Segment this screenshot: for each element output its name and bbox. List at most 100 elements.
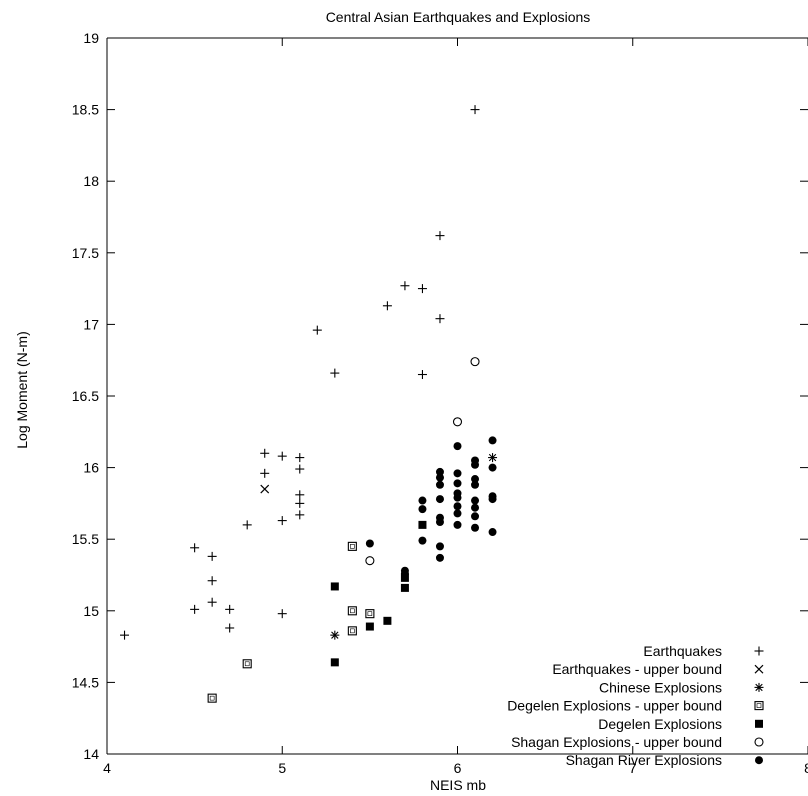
y-tick-label: 14 bbox=[83, 746, 99, 762]
data-point-plus bbox=[277, 609, 287, 619]
y-tick-label: 17.5 bbox=[72, 245, 99, 261]
data-point-plus bbox=[120, 630, 130, 640]
data-point-open-square bbox=[347, 541, 357, 551]
data-point-plus bbox=[260, 468, 270, 478]
data-point-filled-square bbox=[418, 520, 427, 529]
data-point-filled-circle bbox=[453, 469, 462, 478]
data-point-plus bbox=[260, 448, 270, 458]
data-point-filled-circle bbox=[400, 569, 409, 578]
data-point-filled-circle bbox=[453, 493, 462, 502]
data-point-filled-square bbox=[365, 622, 374, 631]
x-tick-label: 6 bbox=[454, 760, 462, 776]
x-tick-label: 7 bbox=[629, 760, 637, 776]
data-point-filled-circle bbox=[453, 479, 462, 488]
legend-label: Earthquakes bbox=[643, 643, 722, 659]
legend-marker-open-square bbox=[754, 701, 764, 711]
data-point-filled-square bbox=[330, 582, 339, 591]
legend-marker-open-circle bbox=[754, 737, 764, 747]
y-tick-label: 18.5 bbox=[72, 102, 99, 118]
data-point-plus bbox=[382, 301, 392, 311]
y-tick-label: 19 bbox=[83, 30, 99, 46]
data-point-plus bbox=[435, 231, 445, 241]
data-point-plus bbox=[207, 576, 217, 586]
data-point-filled-circle bbox=[471, 503, 480, 512]
data-point-filled-circle bbox=[435, 518, 444, 527]
y-tick-label: 16.5 bbox=[72, 388, 99, 404]
data-point-plus bbox=[295, 490, 305, 500]
data-point-plus bbox=[295, 498, 305, 508]
data-point-plus bbox=[242, 520, 252, 530]
data-point-plus bbox=[470, 105, 480, 115]
legend-marker-asterisk bbox=[754, 682, 764, 692]
data-point-plus bbox=[400, 281, 410, 291]
data-point-x bbox=[260, 484, 270, 494]
data-point-plus bbox=[190, 543, 200, 553]
legend-label: Degelen Explosions bbox=[598, 716, 722, 732]
data-point-plus bbox=[225, 623, 235, 633]
data-point-open-square bbox=[347, 606, 357, 616]
data-point-plus bbox=[207, 597, 217, 607]
y-tick-label: 14.5 bbox=[72, 674, 99, 690]
data-point-filled-circle bbox=[435, 473, 444, 482]
data-point-open-square bbox=[207, 693, 217, 703]
data-point-filled-circle bbox=[453, 520, 462, 529]
y-tick-label: 15 bbox=[83, 603, 99, 619]
x-tick-label: 4 bbox=[103, 760, 111, 776]
data-point-filled-circle bbox=[471, 480, 480, 489]
data-point-filled-circle bbox=[435, 495, 444, 504]
data-point-open-circle bbox=[470, 357, 480, 367]
data-point-plus bbox=[330, 368, 340, 378]
data-point-open-square bbox=[365, 609, 375, 619]
x-tick-label: 5 bbox=[278, 760, 286, 776]
data-point-asterisk bbox=[488, 453, 498, 463]
y-tick-label: 16 bbox=[83, 460, 99, 476]
x-axis-label: NEIS mb bbox=[430, 777, 486, 793]
chart-title: Central Asian Earthquakes and Explosions bbox=[326, 9, 591, 25]
y-axis: 14 14.5 15 15.5 16 16.5 17 17.5 18 18.5 19 bbox=[72, 30, 808, 762]
data-point-open-square bbox=[347, 626, 357, 636]
data-point-plus bbox=[277, 451, 287, 461]
data-point-plus bbox=[295, 510, 305, 520]
data-point-filled-circle bbox=[365, 539, 374, 548]
legend-marker-filled-circle bbox=[755, 756, 763, 765]
data-point-plus bbox=[207, 551, 217, 561]
data-point-filled-circle bbox=[435, 542, 444, 551]
data-point-filled-circle bbox=[418, 496, 427, 505]
data-point-open-circle bbox=[452, 417, 463, 427]
y-tick-label: 15.5 bbox=[72, 531, 99, 547]
data-point-filled-circle bbox=[471, 523, 480, 532]
data-point-filled-circle bbox=[435, 480, 444, 489]
data-point-filled-circle bbox=[418, 505, 427, 514]
legend-label: Chinese Explosions bbox=[599, 679, 722, 695]
legend: Earthquakes Earthquakes - upper bound Chin… bbox=[507, 643, 764, 768]
data-point-open-circle bbox=[365, 556, 375, 566]
data-point-filled-circle bbox=[453, 442, 462, 451]
data-points bbox=[120, 105, 498, 703]
y-tick-label: 18 bbox=[83, 173, 99, 189]
data-point-filled-circle bbox=[418, 536, 427, 545]
data-point-filled-circle bbox=[488, 495, 497, 504]
data-point-filled-circle bbox=[453, 502, 462, 511]
x-axis: 4 5 6 7 8 bbox=[103, 38, 808, 776]
data-point-filled-circle bbox=[471, 496, 480, 505]
legend-label: Shagan River Explosions bbox=[566, 752, 722, 768]
data-point-filled-circle bbox=[471, 460, 480, 469]
legend-label: Earthquakes - upper bound bbox=[552, 661, 722, 677]
data-point-plus bbox=[435, 314, 445, 324]
data-point-filled-circle bbox=[453, 509, 462, 518]
data-point-plus bbox=[190, 604, 200, 614]
y-axis-label: Log Moment (N-m) bbox=[14, 331, 30, 448]
data-point-filled-circle bbox=[435, 553, 444, 562]
y-tick-label: 17 bbox=[83, 316, 99, 332]
data-point-filled-circle bbox=[471, 512, 480, 521]
data-point-plus bbox=[295, 453, 305, 463]
data-point-open-square bbox=[242, 659, 252, 669]
data-point-filled-square bbox=[383, 616, 392, 625]
data-point-plus bbox=[312, 325, 322, 335]
data-point-filled-circle bbox=[488, 463, 497, 472]
data-point-filled-circle bbox=[488, 436, 497, 445]
legend-label: Degelen Explosions - upper bound bbox=[507, 698, 722, 714]
data-point-plus bbox=[417, 284, 427, 294]
x-tick-label: 8 bbox=[804, 760, 808, 776]
